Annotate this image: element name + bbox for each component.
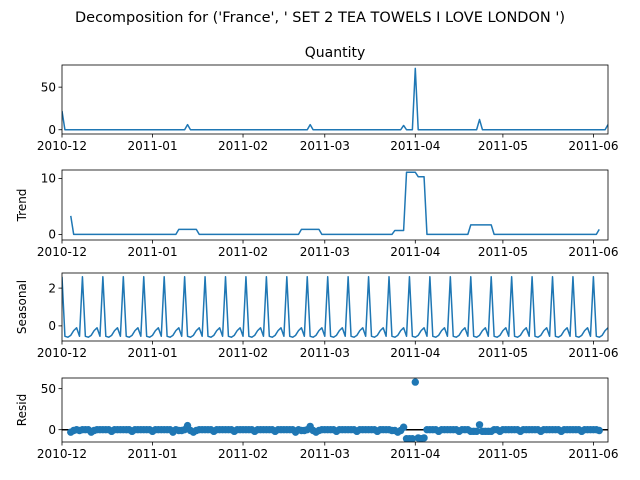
seasonal-xtick-label: 2011-03 — [300, 346, 350, 360]
seasonal-xtick-label: 2010-12 — [37, 346, 87, 360]
seasonal-series — [62, 276, 608, 338]
seasonal-xtick-label: 2011-02 — [218, 346, 268, 360]
trend-xtick-label: 2011-05 — [478, 245, 528, 259]
quantity-xtick-label: 2011-01 — [127, 139, 177, 153]
quantity-axes-frame — [61, 64, 609, 135]
trend-series — [70, 171, 600, 236]
resid-series — [62, 378, 608, 442]
resid-xtick-label: 2011-05 — [478, 447, 528, 461]
seasonal-xtick-label: 2011-01 — [127, 346, 177, 360]
resid-ylabel: Resid — [15, 394, 29, 426]
resid-point — [475, 421, 484, 429]
trend-panel: Trend 2010-12 2011-01 2011-02 2011-03 2011-04… — [15, 169, 618, 259]
resid-point — [411, 378, 419, 386]
quantity-title: Quantity — [305, 45, 366, 61]
quantity-ytick-label: 50 — [41, 80, 56, 94]
trend-xtick-label: 2011-04 — [390, 245, 440, 259]
trend-xtick-label: 2010-12 — [37, 245, 87, 259]
resid-axes-frame — [61, 377, 609, 443]
resid-ytick-label: 0 — [48, 423, 56, 437]
trend-xtick-label: 2011-02 — [218, 245, 268, 259]
seasonal-ytick-label: 0 — [48, 319, 56, 333]
resid-ytick-label: 50 — [41, 382, 56, 396]
resid-point — [472, 427, 481, 436]
resid-point — [420, 434, 428, 442]
trend-ytick-label: 10 — [41, 172, 56, 186]
trend-line — [70, 171, 600, 236]
resid-point — [595, 426, 603, 435]
trend-xtick-label: 2011-01 — [127, 245, 177, 259]
quantity-xtick-label: 2011-03 — [300, 139, 350, 153]
quantity-panel: Quantity 2010-12 2011-01 2011-02 2011-03 2011… — [37, 45, 619, 153]
trend-xtick-label: 2011-03 — [300, 245, 350, 259]
seasonal-xtick-label: 2011-04 — [390, 346, 440, 360]
quantity-line — [62, 67, 608, 131]
trend-ytick-label: 0 — [48, 228, 56, 242]
trend-ylabel: Trend — [15, 189, 29, 223]
resid-point — [399, 423, 408, 431]
seasonal-panel: Seasonal 2010-12 2011-01 2011-02 2011-03 2011… — [15, 272, 618, 360]
seasonal-xtick-label: 2011-05 — [478, 346, 528, 360]
quantity-xtick-label: 2010-12 — [37, 139, 87, 153]
seasonal-ylabel: Seasonal — [15, 280, 29, 334]
resid-xtick-label: 2011-06 — [568, 447, 618, 461]
resid-panel: Resid 2010-12 2011-01 2011-02 2011-03 2011-04… — [15, 377, 618, 461]
seasonal-axes-frame — [61, 272, 609, 342]
quantity-xtick-label: 2011-06 — [568, 139, 618, 153]
quantity-xtick-label: 2011-02 — [218, 139, 268, 153]
trend-xtick-label: 2011-06 — [568, 245, 618, 259]
trend-axes-frame — [61, 169, 609, 241]
seasonal-line — [62, 276, 608, 338]
quantity-xtick-label: 2011-04 — [390, 139, 440, 153]
quantity-ytick-label: 0 — [48, 123, 56, 137]
resid-xtick-label: 2010-12 — [37, 447, 87, 461]
resid-xtick-label: 2011-04 — [390, 447, 440, 461]
quantity-series — [62, 67, 608, 131]
resid-xtick-label: 2011-01 — [127, 447, 177, 461]
resid-xtick-label: 2011-02 — [218, 447, 268, 461]
seasonal-ytick-label: 2 — [48, 281, 56, 295]
seasonal-xtick-label: 2011-06 — [568, 346, 618, 360]
resid-point — [408, 435, 417, 442]
resid-xtick-label: 2011-03 — [300, 447, 350, 461]
quantity-xtick-label: 2011-05 — [478, 139, 528, 153]
figure-suptitle: Decomposition for ('France', ' SET 2 TEA… — [75, 10, 565, 26]
